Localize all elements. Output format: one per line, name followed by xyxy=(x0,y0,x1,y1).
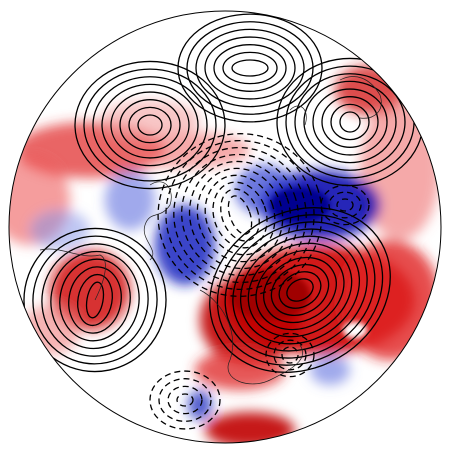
contour-line xyxy=(195,28,305,108)
contour-line xyxy=(128,106,172,144)
contour-line xyxy=(186,21,314,115)
contour-line xyxy=(321,96,379,148)
contour-line xyxy=(83,68,217,182)
contour-line xyxy=(137,114,163,136)
contour-line xyxy=(303,80,397,164)
contour-line xyxy=(204,174,276,256)
contour-line xyxy=(167,385,203,415)
contour-line xyxy=(173,146,307,284)
contour-line xyxy=(328,191,362,219)
contour-line xyxy=(181,153,299,277)
contour-line xyxy=(336,198,354,212)
contour-line xyxy=(59,258,131,342)
contour-line xyxy=(85,281,105,319)
contour-line xyxy=(213,44,287,92)
contour-line xyxy=(320,184,370,226)
contour-line xyxy=(41,243,149,357)
contour-line xyxy=(119,99,181,151)
contour-line xyxy=(263,256,337,324)
contour-line xyxy=(270,263,330,317)
contour-line xyxy=(265,332,315,378)
contour-line xyxy=(92,76,208,174)
contour-line xyxy=(227,195,253,235)
contour-line xyxy=(149,370,221,430)
contour-line xyxy=(216,214,384,366)
contour-line xyxy=(231,59,269,77)
contour-line xyxy=(196,167,284,263)
contour-line xyxy=(32,235,158,365)
contour-line xyxy=(158,378,212,422)
contour-line xyxy=(239,235,361,345)
contour-line xyxy=(23,227,167,373)
contour-line xyxy=(330,103,370,141)
contour-line xyxy=(339,111,361,133)
contour-line xyxy=(204,36,296,100)
contour-line xyxy=(281,346,299,364)
map-frame xyxy=(8,10,442,444)
contour-line xyxy=(312,88,388,156)
contour-line xyxy=(50,250,140,350)
contour-line xyxy=(255,249,345,331)
contour-line xyxy=(278,271,322,309)
contour-line xyxy=(224,221,376,359)
contour-line xyxy=(68,266,122,334)
contour-line xyxy=(101,83,199,167)
contour-line xyxy=(176,393,194,407)
contour-line xyxy=(294,73,406,171)
contour-line xyxy=(110,91,190,159)
contour-line xyxy=(220,188,260,242)
contour-line xyxy=(209,207,391,373)
contour-line xyxy=(77,273,113,327)
contour-line xyxy=(286,278,314,302)
contour-line xyxy=(157,133,323,297)
contour-line xyxy=(273,339,307,371)
coastlines xyxy=(39,76,382,385)
contour-line xyxy=(222,51,278,85)
contour-line xyxy=(165,139,315,291)
contour-line xyxy=(177,13,323,123)
contour-line xyxy=(74,60,226,190)
contour-line xyxy=(232,228,368,352)
contour-line xyxy=(247,242,353,338)
